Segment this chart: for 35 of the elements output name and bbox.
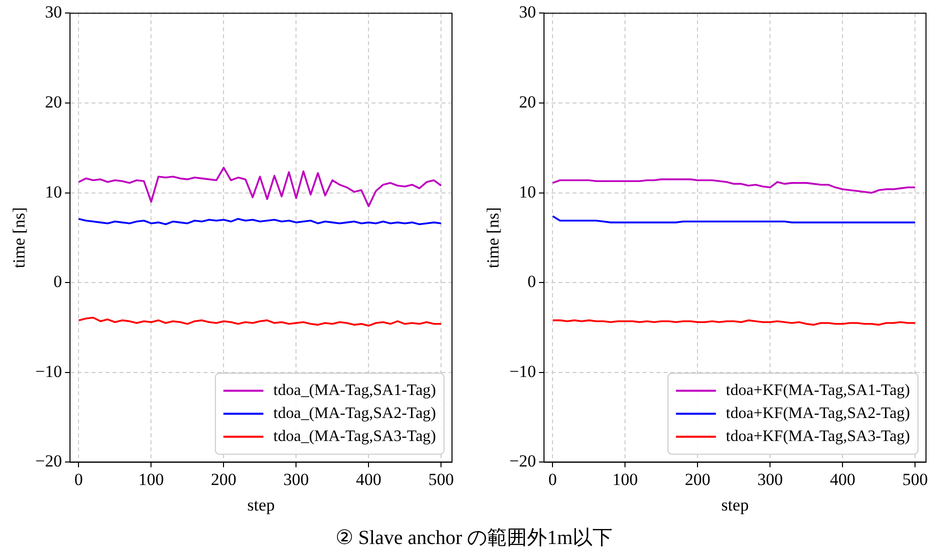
x-tick-label: 0 [74, 470, 83, 489]
legend-label: tdoa+KF(MA-Tag,SA1-Tag) [726, 382, 910, 399]
x-tick-label: 200 [684, 470, 710, 489]
y-tick-label: 10 [44, 182, 62, 202]
legend-label: tdoa+KF(MA-Tag,SA2-Tag) [726, 404, 910, 422]
text: ② Slave anchor の範囲外1m以下 [334, 526, 614, 551]
y-tick-label: 20 [44, 92, 62, 112]
legend-label: tdoa_(MA-Tag,SA1-Tag) [273, 382, 436, 399]
y-tick-label: 10 [518, 182, 536, 202]
y-axis-title: time [ns] [484, 207, 503, 268]
y-tick-label: 30 [44, 2, 62, 22]
y-tick-label: −20 [509, 452, 536, 471]
x-tick-label: 0 [548, 470, 557, 489]
x-tick-label: 300 [757, 470, 783, 489]
legend-label: tdoa_(MA-Tag,SA2-Tag) [273, 404, 436, 422]
y-tick-label: 0 [53, 272, 62, 292]
x-tick-label: 500 [428, 470, 454, 489]
x-tick-label: 400 [356, 470, 382, 489]
x-tick-label: 100 [612, 470, 638, 489]
y-tick-label: −20 [35, 452, 62, 471]
y-tick-label: 0 [527, 272, 536, 292]
legend-label: tdoa_(MA-Tag,SA3-Tag) [273, 428, 436, 445]
x-tick-label: 200 [210, 470, 236, 489]
x-tick-label: 500 [902, 470, 928, 489]
x-tick-label: 300 [283, 470, 309, 489]
y-tick-label: −10 [509, 362, 536, 381]
y-axis-title: time [ns] [10, 207, 29, 268]
x-axis-title: step [247, 495, 275, 514]
x-axis-title: step [721, 495, 749, 514]
y-tick-label: 20 [518, 92, 536, 112]
x-tick-label: 100 [138, 470, 164, 489]
y-tick-label: −10 [35, 362, 62, 381]
legend-label: tdoa+KF(MA-Tag,SA3-Tag) [726, 428, 910, 445]
y-tick-label: 30 [518, 2, 536, 22]
x-tick-label: 400 [830, 470, 856, 489]
